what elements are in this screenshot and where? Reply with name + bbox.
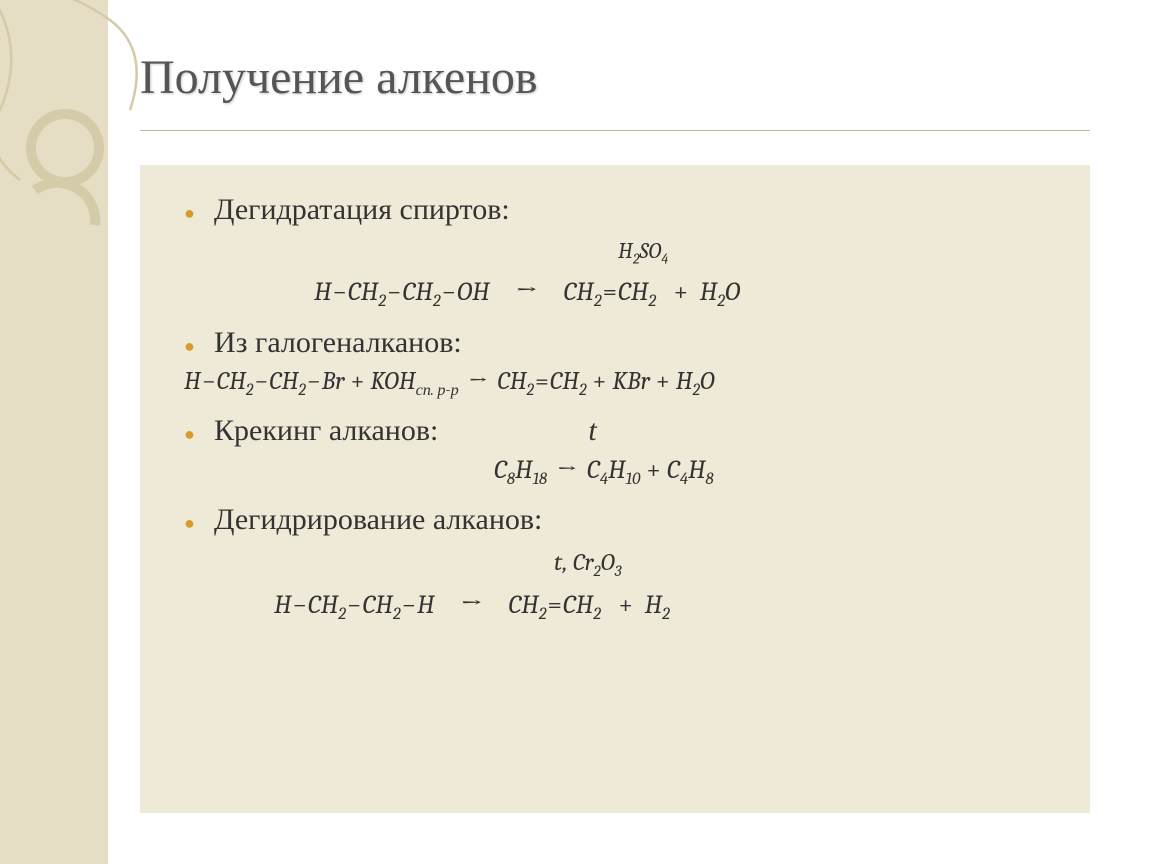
list-item: ● Дегидратация спиртов: xyxy=(184,193,1050,230)
sidebar-decoration xyxy=(0,0,108,864)
page-title: Получение алкенов xyxy=(140,50,1090,105)
reaction-equation: H−CH2−CH2−OH → CH2=CH2 + H2O xyxy=(184,275,1050,311)
list-item: ● Из галогеналканов: xyxy=(184,326,1050,363)
item-label: Из галогеналканов: xyxy=(214,326,462,360)
list-item: ● Крекинг алканов: t xyxy=(184,414,1050,451)
reaction-condition: H2SO4 xyxy=(184,238,1050,267)
title-underline xyxy=(140,130,1090,131)
reaction-equation: H−CH2−CH2−Br+KOHсп. р-р → CH2=CH2+KBr+H2… xyxy=(184,367,1050,400)
reaction-condition: t, Cr2O3 xyxy=(184,548,1050,580)
bullet-icon: ● xyxy=(184,506,214,540)
reaction-condition: t xyxy=(588,414,596,448)
content-panel: ● Дегидратация спиртов: H2SO4 H−CH2−CH2−… xyxy=(140,165,1090,813)
reaction-equation: C8H18 → C4H10+C4H8 xyxy=(184,455,1050,489)
bullet-icon: ● xyxy=(184,329,214,363)
reaction-equation: H−CH2−CH2−H → CH2=CH2 + H2 xyxy=(184,588,1050,624)
title-area: Получение алкенов xyxy=(140,50,1090,105)
item-label: Крекинг алканов: xyxy=(214,414,438,448)
item-label: Дегидратация спиртов: xyxy=(214,193,510,227)
bullet-icon: ● xyxy=(184,196,214,230)
list-item: ● Дегидрирование алканов: xyxy=(184,503,1050,540)
bullet-icon: ● xyxy=(184,417,214,451)
item-label: Дегидрирование алканов: xyxy=(214,503,542,537)
